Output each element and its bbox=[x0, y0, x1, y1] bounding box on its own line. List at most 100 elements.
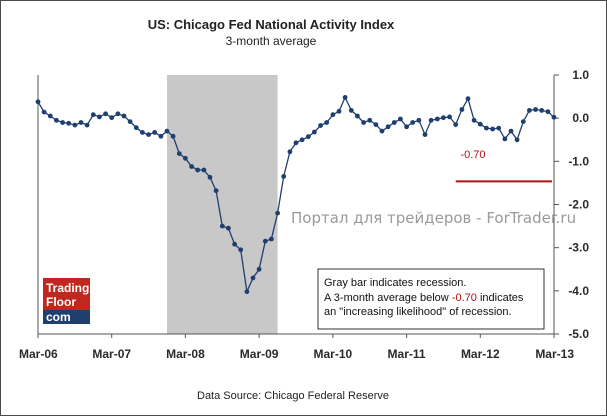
data-point bbox=[207, 174, 213, 180]
data-point bbox=[305, 134, 311, 140]
data-point bbox=[342, 95, 348, 100]
data-point bbox=[453, 122, 459, 127]
data-point bbox=[97, 114, 102, 120]
data-point bbox=[398, 116, 403, 122]
series-points bbox=[35, 95, 557, 295]
data-point bbox=[441, 115, 446, 121]
annotation-line-3: an "increasing likelihood" of recession. bbox=[324, 306, 512, 318]
data-point bbox=[459, 107, 465, 112]
x-tick-label: Mar-12 bbox=[461, 347, 500, 361]
data-point bbox=[158, 133, 164, 139]
watermark: Портал для трейдеров - ForTrader.ru bbox=[291, 209, 576, 227]
data-point bbox=[195, 167, 201, 173]
recession-bar bbox=[167, 75, 278, 334]
data-point bbox=[60, 120, 65, 125]
logo-red-block bbox=[43, 278, 90, 310]
x-tick-label: Mar-10 bbox=[314, 347, 353, 361]
data-point bbox=[189, 164, 195, 169]
threshold-label: -0.70 bbox=[460, 149, 485, 161]
annotation-box: Gray bar indicates recession. A 3-month … bbox=[317, 268, 545, 330]
data-point bbox=[54, 117, 59, 123]
y-tick-label: -2.0 bbox=[568, 198, 589, 212]
data-point bbox=[78, 120, 84, 125]
annotation-border bbox=[317, 268, 545, 330]
y-tick-label: -4.0 bbox=[568, 284, 589, 298]
data-point bbox=[422, 132, 428, 138]
annotation-line-2-suffix: indicates bbox=[477, 292, 524, 304]
x-axis-ticks: Mar-06 Mar-07 Mar-08 Mar-09 Mar-10 Mar-11 Mar-… bbox=[19, 334, 574, 361]
data-point bbox=[514, 137, 520, 143]
data-point bbox=[35, 99, 41, 105]
data-point bbox=[146, 132, 152, 138]
data-point bbox=[170, 133, 176, 139]
data-point bbox=[238, 247, 244, 253]
data-point bbox=[318, 123, 323, 128]
data-point bbox=[262, 238, 268, 244]
x-tick-label: Mar-06 bbox=[19, 347, 58, 361]
data-point bbox=[127, 119, 133, 124]
annotation-threshold-value: -0.70 bbox=[452, 292, 477, 304]
data-point bbox=[90, 112, 96, 118]
data-point bbox=[508, 128, 514, 134]
data-point bbox=[496, 125, 502, 131]
chart-subtitle: 3-month average bbox=[226, 34, 317, 48]
data-point bbox=[404, 124, 409, 130]
data-point bbox=[434, 116, 440, 122]
data-point bbox=[47, 113, 53, 119]
y-tick-label: -1.0 bbox=[568, 154, 589, 168]
data-point bbox=[336, 108, 342, 114]
chart-title: US: Chicago Fed National Activity Index bbox=[148, 17, 395, 32]
data-point bbox=[109, 115, 115, 121]
data-point bbox=[379, 128, 385, 134]
annotation-line-2-prefix: A 3-month average below bbox=[324, 292, 452, 304]
data-point bbox=[275, 210, 280, 216]
data-point bbox=[361, 120, 366, 125]
y-axis-ticks: 1.0 0.0 -1.0 -2.0 -3.0 -4.0 -5.0 bbox=[554, 68, 589, 341]
data-point bbox=[103, 111, 108, 117]
logo-line-com: com bbox=[46, 310, 71, 324]
data-point bbox=[299, 137, 305, 143]
data-point bbox=[226, 225, 231, 231]
data-point bbox=[312, 129, 317, 135]
data-point bbox=[527, 108, 532, 113]
data-point bbox=[502, 136, 508, 142]
data-point bbox=[84, 122, 90, 128]
data-point bbox=[465, 96, 471, 102]
data-point bbox=[213, 188, 219, 194]
data-point bbox=[133, 125, 139, 131]
y-tick-label: 1.0 bbox=[572, 68, 589, 82]
data-point bbox=[410, 120, 416, 125]
data-point bbox=[281, 174, 287, 179]
data-point bbox=[490, 126, 495, 132]
data-point bbox=[269, 236, 274, 242]
data-point bbox=[373, 122, 379, 127]
data-point bbox=[416, 117, 422, 123]
annotation-line-2: A 3-month average below -0.70 indicates bbox=[324, 292, 524, 304]
data-point bbox=[201, 167, 207, 173]
y-tick-label: -3.0 bbox=[568, 241, 589, 255]
data-point bbox=[250, 275, 256, 281]
annotation-line-1: Gray bar indicates recession. bbox=[324, 277, 466, 289]
x-tick-label: Mar-09 bbox=[240, 347, 279, 361]
y-tick-label: -5.0 bbox=[568, 327, 589, 341]
y-tick-label: 0.0 bbox=[572, 111, 589, 125]
data-point bbox=[41, 109, 47, 115]
data-point bbox=[121, 113, 127, 119]
logo-line-floor: Floor bbox=[46, 295, 76, 309]
x-tick-label: Mar-08 bbox=[166, 347, 205, 361]
data-point bbox=[477, 121, 483, 127]
data-point bbox=[391, 120, 397, 125]
data-point bbox=[428, 117, 434, 123]
logo-line-trading: Trading bbox=[46, 281, 89, 295]
data-point bbox=[551, 114, 557, 120]
data-point bbox=[72, 122, 78, 128]
data-point bbox=[244, 289, 250, 295]
data-point bbox=[140, 130, 145, 135]
data-point bbox=[232, 241, 238, 247]
data-point bbox=[367, 117, 373, 123]
data-point bbox=[164, 128, 170, 134]
data-point bbox=[471, 117, 477, 123]
data-point bbox=[355, 113, 360, 119]
